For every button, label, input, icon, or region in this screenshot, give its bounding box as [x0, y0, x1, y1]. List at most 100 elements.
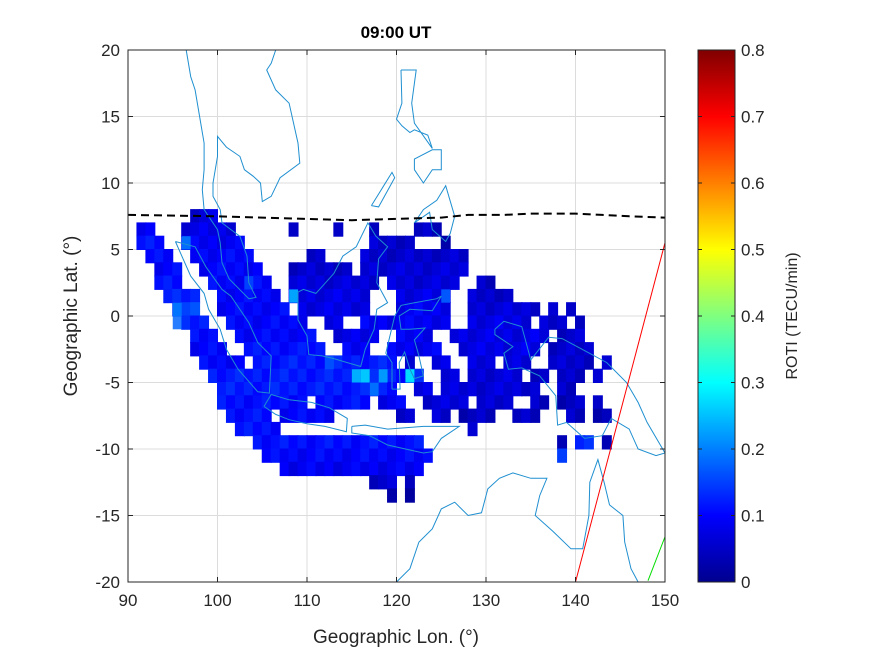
roti-cell	[333, 395, 344, 410]
roti-cell	[396, 435, 406, 450]
roti-cell	[342, 288, 353, 304]
roti-cell	[413, 288, 424, 304]
roti-cell	[342, 275, 353, 290]
roti-cell	[261, 382, 272, 397]
roti-cell	[252, 355, 263, 370]
roti-cell	[440, 408, 451, 423]
roti-cell	[342, 302, 353, 317]
roti-cell	[539, 315, 550, 330]
roti-cell	[279, 355, 290, 370]
roti-cell	[476, 315, 487, 330]
roti-cell	[521, 355, 532, 370]
roti-cell	[512, 302, 523, 317]
roti-cell	[154, 262, 165, 277]
roti-cell	[503, 395, 514, 410]
roti-cell	[225, 382, 236, 397]
roti-cell	[217, 395, 227, 410]
roti-cell	[601, 435, 612, 450]
roti-cell	[306, 328, 317, 344]
roti-cell	[476, 368, 487, 383]
roti-cell	[324, 262, 335, 277]
red-line	[575, 242, 665, 582]
roti-cell	[342, 435, 353, 450]
roti-cell	[351, 435, 362, 450]
roti-cell	[324, 448, 335, 463]
roti-cell	[548, 315, 559, 330]
roti-cell	[449, 262, 460, 277]
roti-cell	[440, 368, 451, 383]
roti-cell	[413, 328, 424, 344]
roti-cell	[467, 302, 478, 317]
roti-cell	[208, 249, 218, 264]
roti-cell	[234, 262, 245, 277]
roti-cell	[404, 408, 415, 423]
roti-cell	[378, 262, 389, 277]
roti-cell	[315, 342, 326, 357]
axis-ticks: 90 100 110 120 130 140 150 20 15 10 5 0 -5 -10 -15 -20	[95, 41, 679, 610]
roti-cell	[297, 382, 308, 397]
roti-cell	[342, 395, 353, 410]
roti-cell	[592, 408, 603, 423]
roti-cell	[279, 315, 290, 330]
roti-cell	[225, 235, 236, 250]
roti-cell	[288, 222, 299, 237]
roti-cell	[261, 368, 272, 383]
roti-cell	[145, 249, 156, 264]
roti-cell	[476, 302, 487, 317]
roti-cell	[566, 355, 576, 370]
roti-cell	[360, 275, 371, 290]
roti-cell	[360, 302, 371, 317]
roti-cell	[431, 342, 442, 357]
coastline	[370, 171, 396, 208]
roti-cell	[404, 448, 415, 463]
roti-cell	[315, 435, 326, 450]
roti-cell	[270, 355, 281, 370]
roti-cell	[396, 275, 406, 290]
roti-cell	[261, 448, 272, 463]
roti-cell	[243, 408, 254, 423]
roti-cell	[378, 355, 389, 370]
roti-cell	[270, 368, 281, 383]
roti-cell	[512, 342, 523, 357]
roti-cell	[440, 315, 451, 330]
roti-cell	[217, 249, 227, 264]
roti-cell	[530, 328, 541, 344]
roti-cell	[413, 448, 424, 463]
roti-cell	[485, 382, 496, 397]
roti-cell	[360, 328, 371, 344]
roti-cell	[387, 249, 397, 264]
roti-cell	[512, 368, 523, 383]
roti-cell	[583, 435, 594, 450]
roti-cell	[261, 302, 272, 317]
roti-cell	[485, 342, 496, 357]
roti-cell	[458, 342, 469, 357]
roti-hotspot	[441, 289, 451, 303]
roti-cell	[234, 328, 245, 344]
roti-cell	[387, 488, 397, 503]
roti-cell	[315, 395, 326, 410]
roti-cell	[279, 395, 290, 410]
roti-cell	[404, 235, 415, 250]
roti-cell	[404, 288, 415, 304]
roti-cell	[190, 235, 201, 250]
colorbar	[697, 49, 736, 583]
roti-cell	[431, 302, 442, 317]
roti-cell	[208, 368, 218, 383]
roti-cell	[342, 262, 353, 277]
roti-cell	[163, 275, 174, 290]
roti-cell	[494, 302, 505, 317]
roti-cell	[234, 235, 245, 250]
roti-cell	[539, 368, 550, 383]
roti-cell	[315, 262, 326, 277]
roti-cell	[324, 408, 335, 423]
colorbar-tick-label: 0.1	[741, 507, 765, 526]
roti-cell	[333, 315, 344, 330]
roti-hotspot	[289, 289, 299, 303]
roti-cell	[297, 395, 308, 410]
roti-cell	[360, 262, 371, 277]
roti-cell	[548, 302, 559, 317]
roti-cell	[521, 302, 532, 317]
roti-cell	[324, 382, 335, 397]
roti-cell	[548, 342, 559, 357]
